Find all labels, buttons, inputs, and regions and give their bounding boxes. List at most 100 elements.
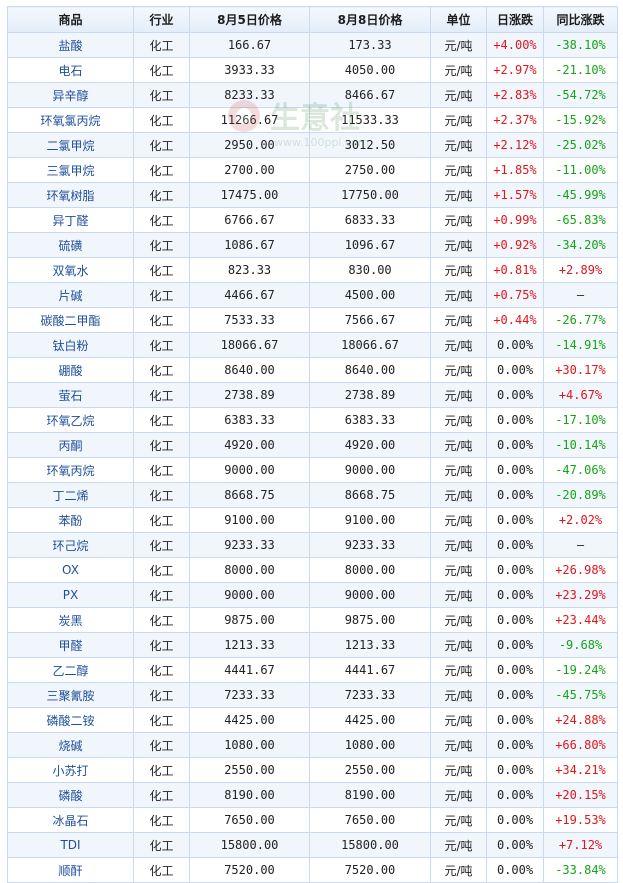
daily-change-cell: 0.00% [486, 532, 544, 558]
product-name: 甲醛 [7, 632, 134, 658]
product-name: 硼酸 [7, 357, 134, 383]
yoy-change-cell: -14.91% [543, 332, 618, 358]
daily-change-cell: 0.00% [486, 757, 544, 783]
price-aug8-cell: 8668.75 [309, 482, 431, 508]
unit-cell: 元/吨 [430, 232, 487, 258]
price-aug8-cell: 11533.33 [309, 107, 431, 133]
price-aug8-cell: 1213.33 [309, 632, 431, 658]
industry-cell: 化工 [133, 782, 190, 808]
daily-change-cell: +2.97% [486, 57, 544, 83]
yoy-change-cell: -65.83% [543, 207, 618, 233]
price-aug8-cell: 2550.00 [309, 757, 431, 783]
price-aug8-cell: 4920.00 [309, 432, 431, 458]
product-name: 环氧氯丙烷 [7, 107, 134, 133]
price-aug8-cell: 9875.00 [309, 607, 431, 633]
price-aug5-cell: 4425.00 [189, 707, 310, 733]
daily-change-cell: +0.44% [486, 307, 544, 333]
yoy-change-cell: -38.10% [543, 32, 618, 58]
price-aug8-cell: 15800.00 [309, 832, 431, 858]
price-aug5-cell: 6766.67 [189, 207, 310, 233]
daily-change-cell: +0.81% [486, 257, 544, 283]
yoy-change-cell: +2.89% [543, 257, 618, 283]
price-aug5-cell: 8233.33 [189, 82, 310, 108]
yoy-change-cell: -17.10% [543, 407, 618, 433]
price-aug5-cell: 8668.75 [189, 482, 310, 508]
yoy-change-cell: +24.88% [543, 707, 618, 733]
daily-change-cell: 0.00% [486, 432, 544, 458]
price-aug5-cell: 7520.00 [189, 857, 310, 883]
table-row: 甲醛 化工 1213.33 1213.33 元/吨 0.00% -9.68% [7, 632, 618, 658]
industry-cell: 化工 [133, 432, 190, 458]
product-name: 双氧水 [7, 257, 134, 283]
unit-cell: 元/吨 [430, 757, 487, 783]
yoy-change-cell: -19.24% [543, 657, 618, 683]
price-aug8-cell: 7650.00 [309, 807, 431, 833]
header-industry: 行业 [133, 6, 190, 33]
industry-cell: 化工 [133, 82, 190, 108]
yoy-change-cell: +19.53% [543, 807, 618, 833]
product-name: 三聚氰胺 [7, 682, 134, 708]
table-row: 环氧丙烷 化工 9000.00 9000.00 元/吨 0.00% -47.06% [7, 457, 618, 483]
daily-change-cell: 0.00% [486, 607, 544, 633]
yoy-change-cell: +2.02% [543, 507, 618, 533]
price-aug5-cell: 166.67 [189, 32, 310, 58]
price-aug5-cell: 8190.00 [189, 782, 310, 808]
daily-change-cell: +0.92% [486, 232, 544, 258]
product-name: 磷酸 [7, 782, 134, 808]
product-name: 乙二醇 [7, 657, 134, 683]
daily-change-cell: 0.00% [486, 832, 544, 858]
daily-change-cell: 0.00% [486, 457, 544, 483]
price-aug8-cell: 1096.67 [309, 232, 431, 258]
unit-cell: 元/吨 [430, 507, 487, 533]
yoy-change-cell: -26.77% [543, 307, 618, 333]
product-name: 电石 [7, 57, 134, 83]
price-aug5-cell: 8640.00 [189, 357, 310, 383]
yoy-change-cell: -21.10% [543, 57, 618, 83]
table-row: 二氯甲烷 化工 2950.00 3012.50 元/吨 +2.12% -25.02% [7, 132, 618, 158]
price-aug5-cell: 9000.00 [189, 582, 310, 608]
price-aug8-cell: 4425.00 [309, 707, 431, 733]
unit-cell: 元/吨 [430, 682, 487, 708]
unit-cell: 元/吨 [430, 557, 487, 583]
table-row: 钛白粉 化工 18066.67 18066.67 元/吨 0.00% -14.91% [7, 332, 618, 358]
industry-cell: 化工 [133, 482, 190, 508]
table-row: 环氧乙烷 化工 6383.33 6383.33 元/吨 0.00% -17.10% [7, 407, 618, 433]
industry-cell: 化工 [133, 532, 190, 558]
product-name: 环氧乙烷 [7, 407, 134, 433]
price-table: 商品 行业 8月5日价格 8月8日价格 单位 日涨跌 同比涨跌 盐酸 化工 166.… [7, 6, 618, 883]
unit-cell: 元/吨 [430, 257, 487, 283]
table-row: 碳酸二甲酯 化工 7533.33 7566.67 元/吨 +0.44% -26.77% [7, 307, 618, 333]
price-aug5-cell: 2738.89 [189, 382, 310, 408]
product-name: 顺酐 [7, 857, 134, 883]
industry-cell: 化工 [133, 707, 190, 733]
price-aug8-cell: 2738.89 [309, 382, 431, 408]
industry-cell: 化工 [133, 757, 190, 783]
daily-change-cell: 0.00% [486, 557, 544, 583]
daily-change-cell: 0.00% [486, 482, 544, 508]
industry-cell: 化工 [133, 507, 190, 533]
price-aug8-cell: 9233.33 [309, 532, 431, 558]
header-name: 商品 [7, 6, 134, 33]
table-row: 盐酸 化工 166.67 173.33 元/吨 +4.00% -38.10% [7, 32, 618, 58]
industry-cell: 化工 [133, 382, 190, 408]
industry-cell: 化工 [133, 807, 190, 833]
table-row: 小苏打 化工 2550.00 2550.00 元/吨 0.00% +34.21% [7, 757, 618, 783]
unit-cell: 元/吨 [430, 432, 487, 458]
product-name: 盐酸 [7, 32, 134, 58]
product-name: 碳酸二甲酯 [7, 307, 134, 333]
unit-cell: 元/吨 [430, 707, 487, 733]
yoy-change-cell: +23.29% [543, 582, 618, 608]
product-name: 炭黑 [7, 607, 134, 633]
daily-change-cell: +0.75% [486, 282, 544, 308]
price-aug8-cell: 17750.00 [309, 182, 431, 208]
product-name: 异辛醇 [7, 82, 134, 108]
price-aug8-cell: 9000.00 [309, 582, 431, 608]
table-row: 丙酮 化工 4920.00 4920.00 元/吨 0.00% -10.14% [7, 432, 618, 458]
price-aug8-cell: 1080.00 [309, 732, 431, 758]
table-body: 盐酸 化工 166.67 173.33 元/吨 +4.00% -38.10% 电石 化工 3933… [7, 32, 618, 883]
unit-cell: 元/吨 [430, 157, 487, 183]
price-aug8-cell: 9100.00 [309, 507, 431, 533]
price-aug8-cell: 4441.67 [309, 657, 431, 683]
table-row: 片碱 化工 4466.67 4500.00 元/吨 +0.75% — [7, 282, 618, 308]
daily-change-cell: +2.37% [486, 107, 544, 133]
